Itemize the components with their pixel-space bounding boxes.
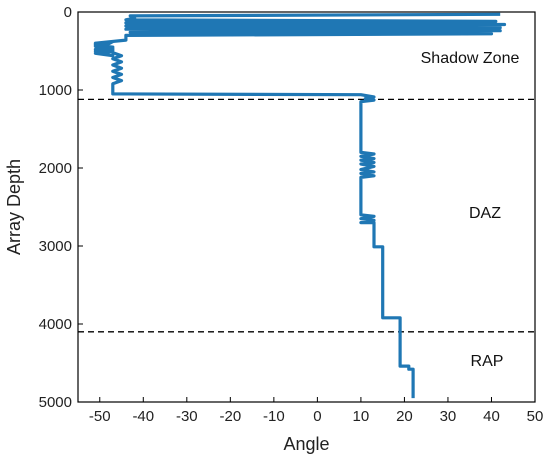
zone-label-shadow-zone: Shadow Zone — [421, 50, 520, 67]
x-tick-label: 20 — [396, 408, 413, 425]
series-line — [93, 12, 507, 399]
x-tick-label: 10 — [353, 408, 370, 425]
x-tick-label: 30 — [440, 408, 457, 425]
y-tick-label: 4000 — [39, 316, 72, 333]
y-tick-label: 1000 — [39, 82, 72, 99]
x-tick-label: -30 — [176, 408, 198, 425]
x-tick-label: -10 — [263, 408, 285, 425]
x-axis-title: Angle — [283, 434, 329, 454]
plot-area: Shadow Zone DAZ RAP — [77, 11, 536, 403]
x-tick-label: 0 — [313, 408, 321, 425]
y-tick-label: 3000 — [39, 238, 72, 255]
y-axis: 0 1000 2000 3000 4000 5000 — [39, 4, 83, 411]
x-tick-label: -20 — [219, 408, 241, 425]
zone-label-rap: RAP — [471, 353, 504, 370]
y-axis-title: Array Depth — [4, 159, 24, 255]
x-tick-label: -50 — [89, 408, 111, 425]
x-tick-label: 40 — [483, 408, 500, 425]
y-tick-label: 5000 — [39, 394, 72, 411]
x-tick-label: -40 — [132, 408, 154, 425]
y-tick-label: 0 — [64, 4, 72, 21]
x-axis: -50 -40 -30 -20 -10 0 10 20 30 40 50 — [89, 397, 543, 425]
zone-label-daz: DAZ — [469, 205, 501, 222]
plot-frame — [77, 11, 536, 403]
y-tick-label: 2000 — [39, 160, 72, 177]
x-tick-label: 50 — [527, 408, 544, 425]
